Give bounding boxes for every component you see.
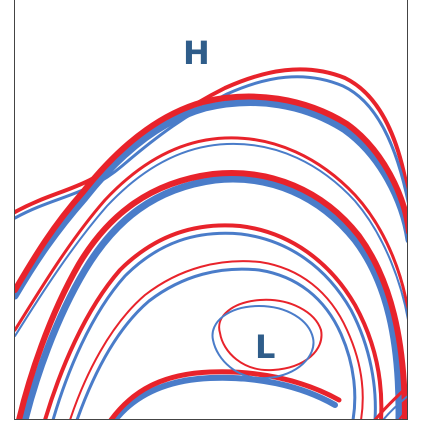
contour-3 xyxy=(15,136,407,337)
contour-5 xyxy=(43,223,384,419)
contour-5-blue xyxy=(51,231,377,419)
contour-2 xyxy=(15,93,407,300)
low-contour xyxy=(211,298,323,380)
contour-3-red xyxy=(15,136,407,332)
contour-map: H L xyxy=(15,34,407,419)
contour-7-red xyxy=(108,369,342,419)
contour-7 xyxy=(108,369,342,419)
contour-4-red xyxy=(16,170,407,419)
contour-4-blue xyxy=(21,175,403,419)
contour-6-red xyxy=(69,260,364,419)
high-pressure-label: H xyxy=(183,34,210,72)
contour-map-frame: H L xyxy=(14,0,408,420)
contour-edge-fragments xyxy=(373,384,407,419)
contour-3-blue xyxy=(15,142,407,337)
low-pressure-label: L xyxy=(255,328,275,366)
contour-6 xyxy=(69,260,364,419)
low-contour-red xyxy=(218,298,323,372)
contour-6-blue xyxy=(75,267,357,419)
contour-5-red xyxy=(43,223,384,419)
contour-7-blue xyxy=(112,374,338,419)
contour-2-red xyxy=(15,93,407,293)
contour-2-blue xyxy=(15,99,407,300)
low-contour-blue xyxy=(211,305,315,380)
contour-4 xyxy=(16,170,407,419)
